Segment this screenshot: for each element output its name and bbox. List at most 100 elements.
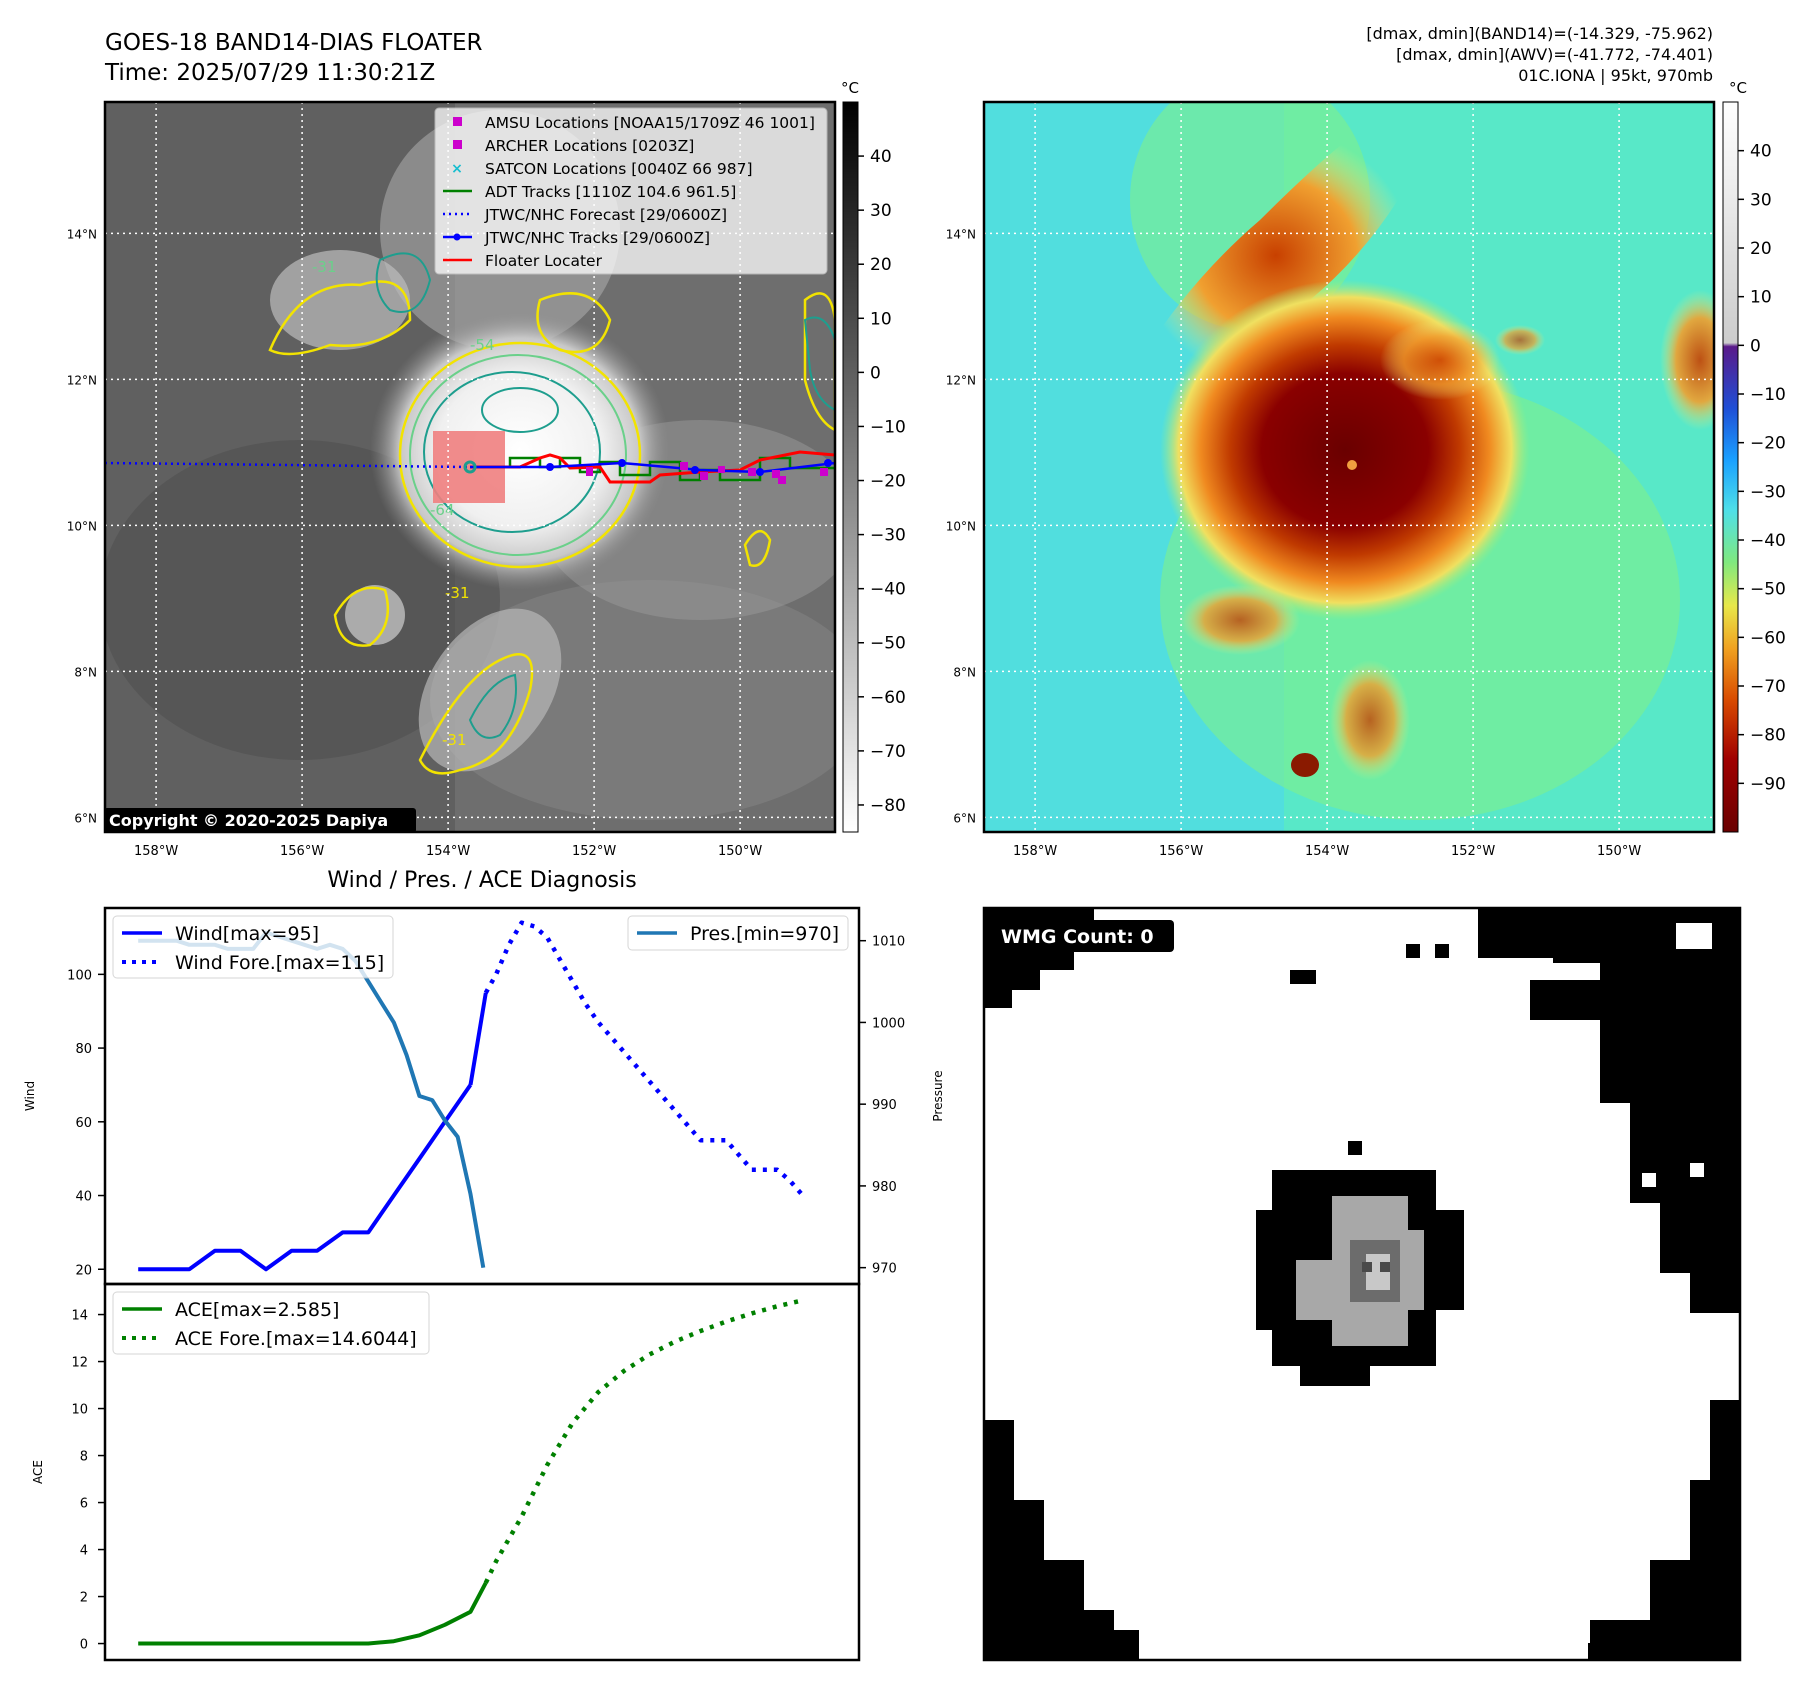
colorbar-tick-label: −90	[1750, 774, 1786, 794]
legend-marker: ×	[451, 161, 463, 177]
colorbar-tick-label: −30	[1750, 482, 1786, 502]
right-lon-labels: 158°W 156°W 154°W 152°W 150°W	[1013, 844, 1641, 859]
lat-label: 12°N	[67, 373, 97, 387]
ace-ylabel: ACE	[31, 1460, 45, 1484]
ace-lines	[138, 1298, 804, 1646]
ace-tick-label: 6	[80, 1497, 88, 1512]
colorbar-tick-label: −50	[1750, 580, 1786, 600]
lon-label: 156°W	[280, 844, 324, 859]
pressure-tick-label: 980	[872, 1180, 897, 1195]
colorbar-tick-label: 40	[1750, 142, 1772, 162]
pressure-ticks: 1010 1000 990 980 970	[859, 935, 905, 1277]
wmg-white-holes	[1642, 923, 1712, 1187]
lon-label: 150°W	[718, 844, 762, 859]
wmg-count: WMG Count: 0	[1001, 926, 1154, 948]
ace-tick-label: 8	[80, 1450, 88, 1465]
left-lat-labels: 14°N 12°N 10°N 8°N 6°N	[67, 227, 97, 825]
series-line-wind	[468, 992, 488, 1086]
figure-title: GOES-18 BAND14-DIAS FLOATER	[105, 30, 483, 56]
contour-label: -64	[430, 501, 455, 519]
lat-label: 10°N	[67, 519, 97, 533]
pressure-tick-label: 970	[872, 1262, 897, 1277]
colorbar-tick-label: 40	[870, 147, 892, 167]
wmg-eye	[1256, 1170, 1464, 1386]
wind-tick-label: 60	[75, 1116, 92, 1131]
colorbar-tick-label: 20	[870, 255, 892, 275]
lat-label: 8°N	[953, 665, 976, 679]
legend-wind-forecast: Wind Fore.[max=115]	[175, 952, 384, 974]
colorbar-tick-label: 10	[870, 309, 892, 329]
lat-label: 14°N	[67, 227, 97, 241]
lat-label: 10°N	[946, 519, 976, 533]
contour-label: -31	[312, 258, 337, 276]
stats-awv: [dmax, dmin](AWV)=(-41.772, -74.401)	[1396, 45, 1713, 64]
wind-legend: Wind[max=95] Wind Fore.[max=115]	[112, 915, 394, 979]
colorbar-tick-label: −50	[870, 634, 906, 654]
left-ir-map: -31 -54 -64 -31 -31	[67, 79, 906, 859]
wind-tick-label: 40	[75, 1190, 92, 1205]
left-colorbar	[842, 101, 859, 833]
wind-tick-label: 100	[67, 968, 92, 983]
stats-storm: 01C.IONA | 95kt, 970mb	[1518, 66, 1713, 85]
left-colorbar-unit: °C	[841, 79, 859, 97]
ace-tick-label: 0	[80, 1638, 88, 1653]
wind-tick-label: 80	[75, 1042, 92, 1057]
amsu-markers	[586, 462, 828, 484]
lon-label: 152°W	[1451, 844, 1495, 859]
legend-marker	[453, 117, 462, 126]
lat-label: 8°N	[74, 665, 97, 679]
legend-marker	[453, 140, 462, 149]
wmg-frame	[982, 906, 1742, 1662]
colorbar-tick-label: −30	[870, 526, 906, 546]
right-colorbar-ticks: 40 30 20 10 0 −10 −20 −30 −40 −50 −60 −70 −80 −90	[1738, 142, 1786, 794]
lon-label: 158°W	[134, 844, 178, 859]
colorbar-tick-label: −80	[870, 796, 906, 816]
series-line-pres	[138, 930, 486, 1269]
lat-label: 6°N	[74, 811, 97, 825]
lon-label: 150°W	[1597, 844, 1641, 859]
pressure-legend: Pres.[min=970]	[627, 915, 849, 951]
lat-label: 12°N	[946, 373, 976, 387]
ace-tick-label: 12	[71, 1356, 88, 1371]
ace-tick-label: 10	[71, 1403, 88, 1418]
ace-tick-label: 14	[71, 1309, 88, 1324]
pressure-tick-label: 990	[872, 1098, 897, 1113]
colorbar-tick-label: −20	[870, 472, 906, 492]
pressure-tick-label: 1010	[872, 935, 905, 950]
colorbar-tick-label: −10	[870, 417, 906, 437]
left-colorbar-ticks: 40 30 20 10 0 −10 −20 −30 −40 −50 −60 −70 −80	[858, 147, 906, 816]
left-map-frame	[103, 100, 837, 834]
legend-entry-archer: ARCHER Locations [0203Z]	[485, 137, 694, 155]
lat-label: 6°N	[953, 811, 976, 825]
colorbar-tick-label: −80	[1750, 726, 1786, 746]
colorbar-tick-label: −40	[870, 580, 906, 600]
contour-label: -31	[445, 584, 470, 602]
colorbar-tick-label: −20	[1750, 434, 1786, 454]
right-colorbar-unit: °C	[1729, 79, 1747, 97]
colorbar-tick-label: −10	[1750, 385, 1786, 405]
ace-tick-label: 2	[80, 1591, 88, 1606]
wmg-count-box	[994, 920, 1174, 952]
diagnosis-title: Wind / Pres. / ACE Diagnosis	[327, 868, 636, 893]
ace-legend: ACE[max=2.585] ACE Fore.[max=14.6044]	[112, 1291, 430, 1355]
series-line-wind-fore	[483, 920, 805, 1197]
legend-entry-jtwc-nhc: JTWC/NHC Tracks [29/0600Z]	[484, 229, 710, 247]
wind-ticks: 100 80 60 40 20	[67, 968, 105, 1278]
floater-locater-track	[470, 450, 835, 484]
colorbar-tick-label: −40	[1750, 531, 1786, 551]
right-awv-map: 14°N12°N10°N8°N6°N 158°W 156°W 154°W 152°W 1…	[946, 79, 1786, 859]
figure-time: Time: 2025/07/29 11:30:21Z	[104, 60, 435, 86]
right-lat-labels: 14°N 12°N 10°N 8°N 6°N	[946, 227, 976, 825]
colorbar-tick-label: 10	[1750, 288, 1772, 308]
legend-entry-amsu: AMSU Locations [NOAA15/1709Z 46 1001]	[485, 114, 815, 132]
wmg-black-regions	[984, 908, 1740, 1660]
legend-entry-satcon: SATCON Locations [0040Z 66 987]	[485, 160, 753, 178]
wind-ylabel: Wind	[23, 1081, 37, 1111]
colorbar-tick-label: 0	[870, 363, 881, 383]
jtwc-forecast-track	[105, 461, 471, 469]
wind-pressure-panel: Wind / Pres. / ACE Diagnosis 100 80 60 40 20…	[23, 868, 945, 1286]
lon-label: 152°W	[572, 844, 616, 859]
awv-band	[1140, 128, 1412, 383]
contour-label: -54	[470, 336, 495, 354]
